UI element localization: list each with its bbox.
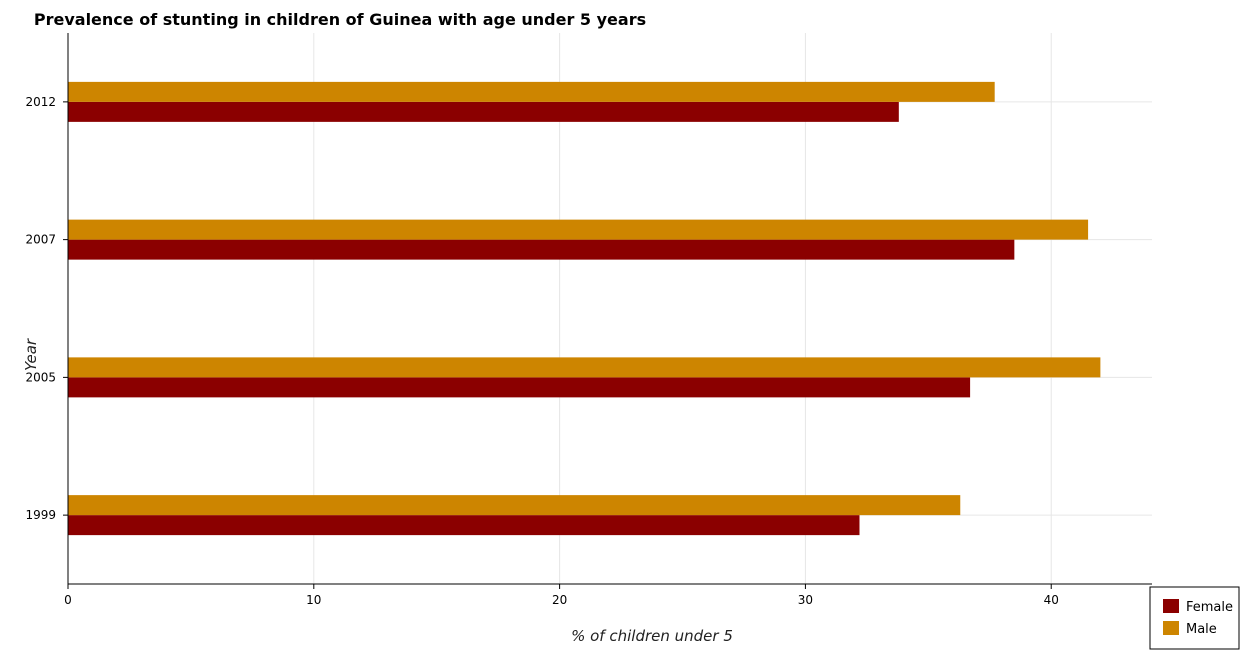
legend: Female Male [1149,586,1240,650]
bar-female-2012 [68,101,899,122]
chart-title: Prevalence of stunting in children of Gu… [33,10,647,29]
bar-female-2005 [68,377,971,398]
bar-male-2007 [68,219,1089,240]
bar-male-2012 [68,81,995,102]
axes [63,33,1152,589]
x-tick-label: 40 [1044,593,1059,607]
x-tick-label: 30 [798,593,813,607]
y-tick-label: 1999 [25,508,56,522]
legend-label-male: Male [1186,622,1217,637]
bars [68,81,1101,536]
bar-female-1999 [68,515,860,536]
y-tick-label: 2005 [25,370,56,384]
x-tick-label: 0 [64,593,72,607]
y-axis-title: Year [22,338,40,371]
legend-swatch-male [1163,621,1179,635]
bar-male-1999 [68,495,961,516]
x-axis-title: % of children under 5 [571,627,733,645]
x-tick-label: 10 [306,593,321,607]
bar-female-2007 [68,239,1015,260]
y-tick-label: 2012 [25,95,56,109]
tick-labels: 1999 2005 2007 2012 0 10 20 30 40 [25,95,1058,607]
legend-label-female: Female [1186,600,1233,615]
x-tick-label: 20 [552,593,567,607]
legend-swatch-female [1163,599,1179,613]
legend-box [1149,586,1240,650]
y-tick-label: 2007 [25,233,56,247]
bar-male-2005 [68,357,1101,378]
